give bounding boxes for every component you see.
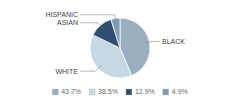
legend-item: 12.9% — [126, 88, 155, 95]
pie-slice — [111, 18, 120, 48]
leader-line — [80, 66, 101, 72]
legend-label: 43.7% — [61, 88, 81, 95]
chart: BLACK WHITE ASIANHISPANIC 43.7% 38.5% 12.9% 4.… — [0, 0, 240, 100]
legend-item: 4.9% — [163, 88, 188, 95]
slice-label: HISPANIC — [45, 11, 78, 18]
legend-item: 43.7% — [52, 88, 81, 95]
legend: 43.7% 38.5% 12.9% 4.9% — [52, 88, 188, 95]
legend-swatch — [126, 89, 132, 95]
leader-line — [80, 23, 103, 29]
legend-label: 12.9% — [135, 88, 155, 95]
legend-swatch — [163, 89, 169, 95]
slice-label: ASIAN — [57, 19, 78, 26]
pie: BLACK WHITE ASIANHISPANIC — [45, 11, 185, 78]
slice-label: WHITE — [55, 68, 78, 75]
leader-line — [80, 15, 116, 23]
legend-item: 38.5% — [89, 88, 118, 95]
legend-swatch — [89, 89, 95, 95]
slice-label: BLACK — [162, 38, 185, 45]
legend-label: 38.5% — [98, 88, 118, 95]
legend-swatch — [52, 89, 58, 95]
legend-label: 4.9% — [172, 88, 188, 95]
leader-line — [145, 41, 160, 43]
